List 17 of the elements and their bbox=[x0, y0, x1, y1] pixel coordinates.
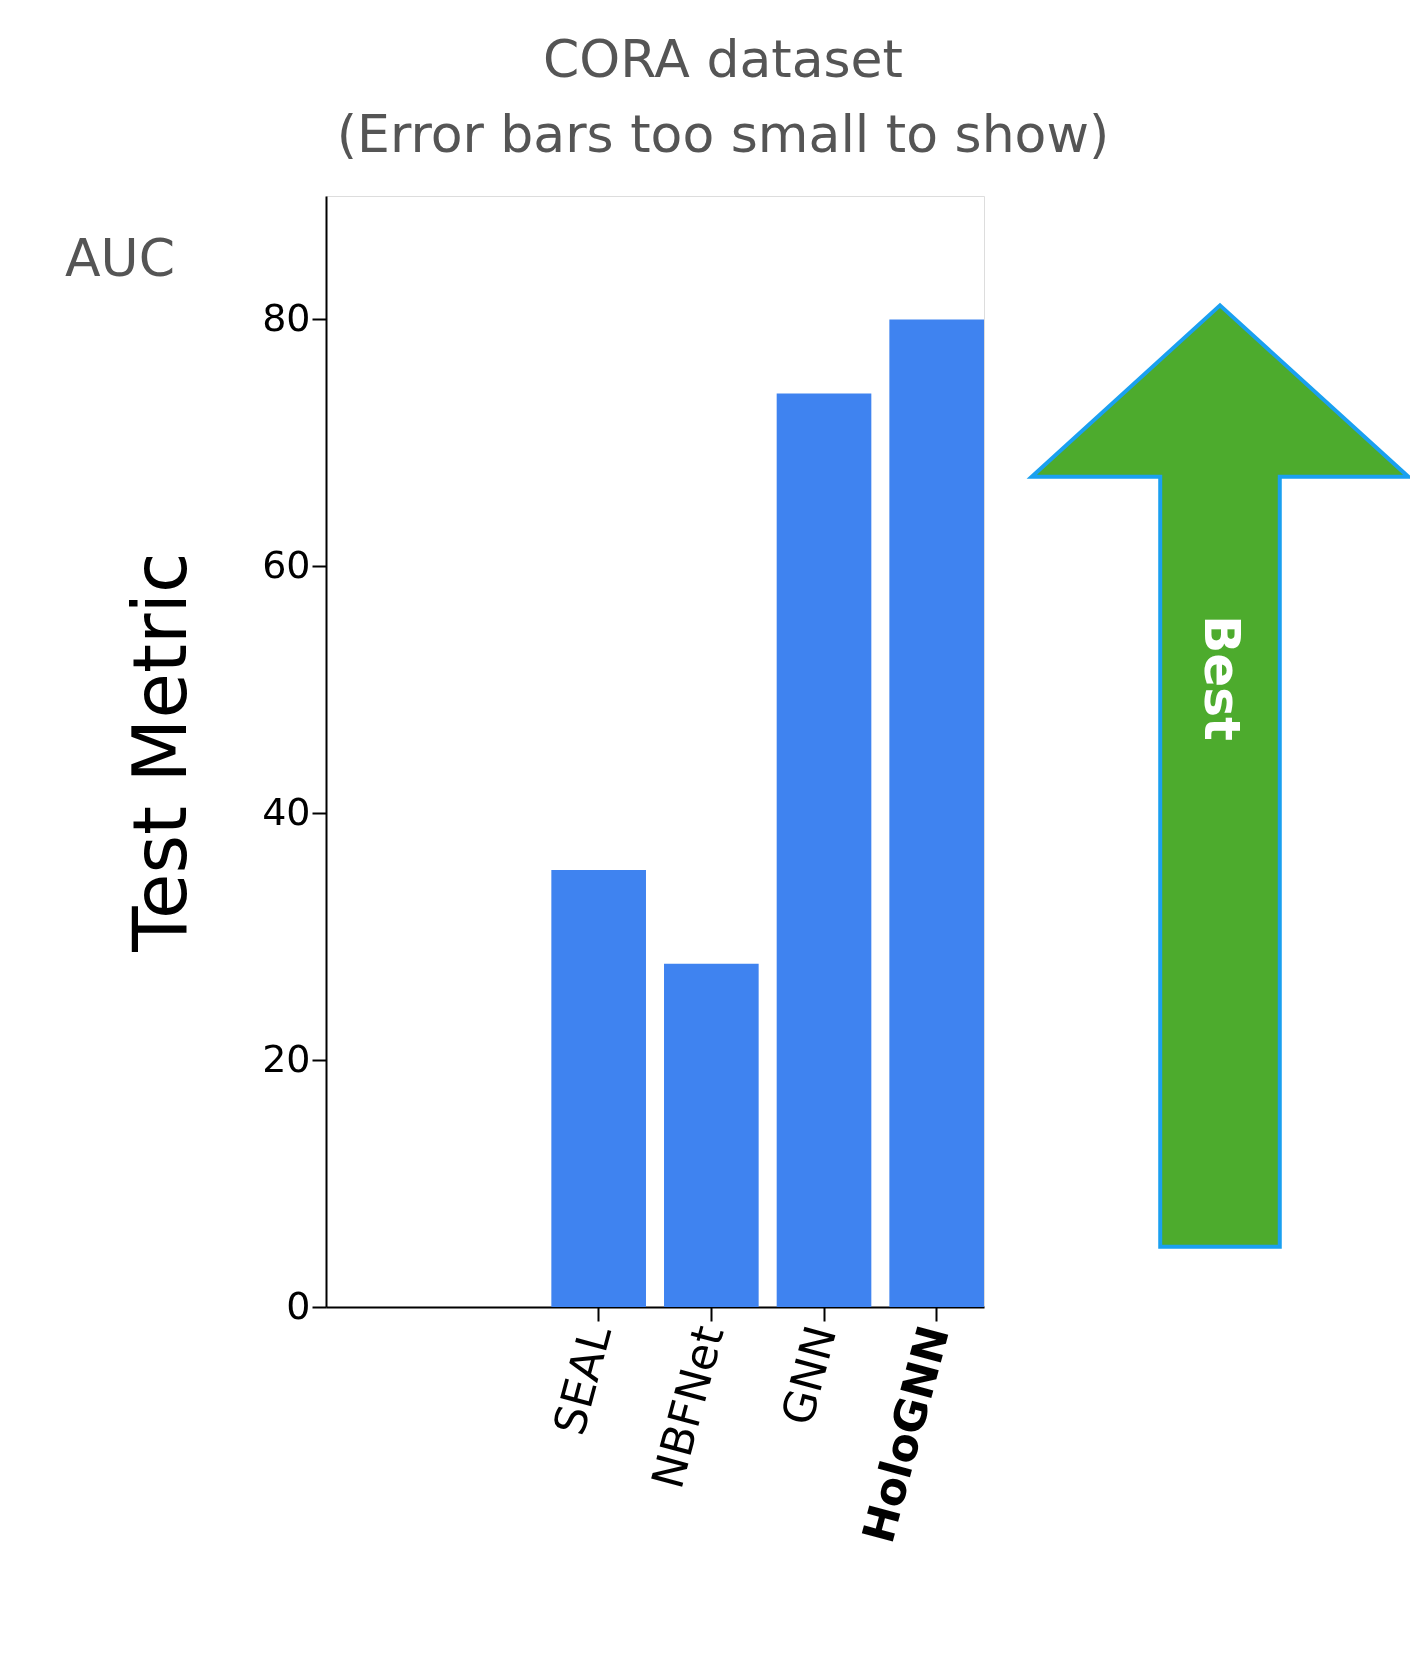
y-tick-label: 20 bbox=[262, 1036, 311, 1081]
bar bbox=[551, 870, 646, 1307]
bar bbox=[664, 963, 759, 1307]
y-tick-label: 60 bbox=[262, 542, 311, 587]
text: AUC bbox=[65, 228, 175, 288]
x-tick-label: GNN bbox=[771, 1320, 847, 1430]
y-tick-label: 80 bbox=[262, 295, 311, 340]
y-tick-label: 0 bbox=[286, 1283, 311, 1328]
x-tick-label: SEAL bbox=[543, 1319, 622, 1441]
chart-title: CORA dataset bbox=[543, 29, 903, 89]
bar bbox=[889, 319, 984, 1307]
chart-subtitle: (Error bars too small to show) bbox=[336, 104, 1110, 164]
text: Best bbox=[1193, 615, 1251, 741]
x-tick-label: NBFNet bbox=[641, 1320, 734, 1494]
bar bbox=[776, 393, 872, 1307]
y-axis-title: Test Metric bbox=[117, 552, 204, 953]
y-tick-label: 40 bbox=[262, 789, 311, 834]
